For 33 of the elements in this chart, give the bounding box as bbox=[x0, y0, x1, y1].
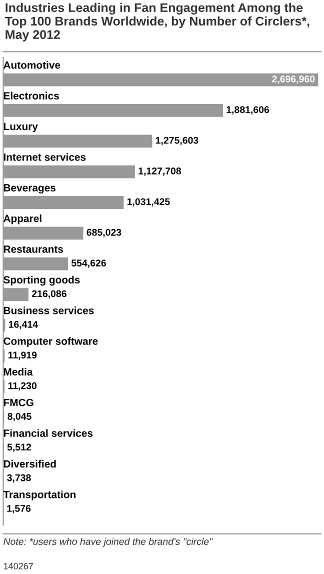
data-label: 2,696,960 bbox=[272, 76, 315, 84]
y-tick-label: Computer software bbox=[4, 337, 98, 347]
chart-title: Industries Leading in Fan Engagement Among the Top 100 Brands Worldwide, by Number of Circlers*, May 2012 bbox=[5, 2, 310, 42]
data-label: 1,127,708 bbox=[138, 168, 182, 176]
y-tick-label: Transportation bbox=[3, 490, 76, 500]
data-label: 554,626 bbox=[71, 260, 106, 268]
data-label: 216,086 bbox=[32, 290, 66, 299]
y-tick-label: Business services bbox=[4, 306, 94, 314]
data-label: 16,414 bbox=[8, 320, 38, 330]
y-tick-label: Financial services bbox=[4, 429, 93, 437]
data-label: 11,919 bbox=[8, 352, 37, 360]
data-label: 1,881,606 bbox=[226, 106, 270, 114]
data-label: 8,045 bbox=[8, 412, 32, 422]
y-tick-label: Electronics bbox=[4, 92, 59, 100]
y-tick-label: FMCG bbox=[4, 398, 34, 406]
y-tick-label: Apparel bbox=[4, 214, 42, 224]
data-label: 685,023 bbox=[86, 228, 122, 238]
text: 140267 bbox=[4, 562, 33, 570]
data-label: 1,576 bbox=[7, 504, 31, 514]
y-tick-label: Automotive bbox=[4, 61, 60, 69]
y-tick-label: Beverages bbox=[4, 184, 56, 194]
text: Note: *users who have joined the brand's "circle" bbox=[4, 538, 213, 547]
data-label: 11,230 bbox=[8, 382, 37, 391]
y-tick-label: Sporting goods bbox=[4, 276, 80, 286]
data-label: 3,738 bbox=[7, 474, 31, 483]
y-tick-label: Diversified bbox=[4, 460, 56, 468]
y-tick-label: Media bbox=[4, 368, 33, 376]
data-label: 1,031,425 bbox=[127, 198, 170, 207]
y-tick-label: Luxury bbox=[4, 122, 38, 132]
y-tick-label: Internet services bbox=[4, 153, 86, 161]
data-label: 5,512 bbox=[7, 444, 31, 452]
data-label: 1,275,603 bbox=[156, 136, 198, 146]
y-tick-label: Restaurants bbox=[4, 246, 64, 253]
